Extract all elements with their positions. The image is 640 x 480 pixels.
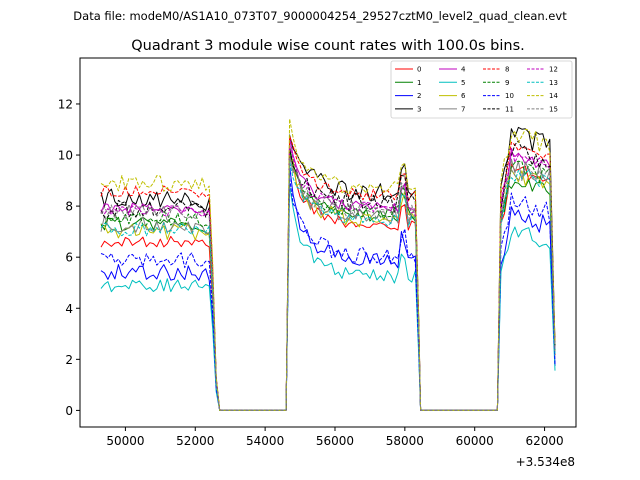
legend-label-10: 10 bbox=[505, 92, 514, 100]
legend-label-1: 1 bbox=[417, 79, 421, 87]
chart-title: Quadrant 3 module wise count rates with … bbox=[131, 38, 525, 54]
legend-label-13: 13 bbox=[549, 79, 558, 87]
series-layer bbox=[100, 118, 556, 411]
x-tick-label: 56000 bbox=[316, 434, 354, 448]
y-tick-label: 12 bbox=[58, 97, 73, 111]
x-tick-label: 52000 bbox=[176, 434, 214, 448]
legend-label-5: 5 bbox=[461, 79, 465, 87]
y-axis: 0 2 4 6 8 10 12 bbox=[58, 97, 80, 418]
legend-label-8: 8 bbox=[505, 66, 509, 74]
x-tick-label: 50000 bbox=[106, 434, 144, 448]
y-tick-label: 10 bbox=[58, 149, 73, 163]
y-tick-label: 2 bbox=[65, 353, 73, 367]
y-tick-label: 8 bbox=[65, 200, 73, 214]
legend-label-4: 4 bbox=[461, 66, 466, 74]
legend-label-15: 15 bbox=[549, 105, 558, 113]
legend-label-11: 11 bbox=[505, 105, 514, 113]
legend-label-2: 2 bbox=[417, 92, 421, 100]
suptitle: Data file: modeM0/AS1A10_073T07_90000042… bbox=[73, 9, 567, 23]
series-line-15 bbox=[100, 157, 556, 411]
x-tick-label: 60000 bbox=[456, 434, 494, 448]
x-offset-label: +3.534e8 bbox=[516, 455, 575, 469]
x-axis: 50000 52000 54000 56000 58000 60000 62000 bbox=[106, 427, 564, 448]
legend-label-7: 7 bbox=[461, 105, 465, 113]
series-line-8 bbox=[100, 135, 556, 411]
legend-label-3: 3 bbox=[417, 105, 421, 113]
x-tick-label: 58000 bbox=[386, 434, 424, 448]
axes-frame bbox=[79, 57, 577, 428]
legend-label-14: 14 bbox=[549, 92, 558, 100]
legend-box bbox=[390, 60, 573, 119]
y-tick-label: 0 bbox=[65, 404, 73, 418]
legend-label-12: 12 bbox=[549, 66, 558, 74]
legend-label-6: 6 bbox=[461, 92, 466, 100]
legend-label-0: 0 bbox=[417, 66, 421, 74]
y-tick-label: 4 bbox=[65, 302, 73, 316]
x-tick-label: 62000 bbox=[525, 434, 563, 448]
x-tick-label: 54000 bbox=[246, 434, 284, 448]
legend-label-9: 9 bbox=[505, 79, 509, 87]
y-tick-label: 6 bbox=[65, 251, 73, 265]
